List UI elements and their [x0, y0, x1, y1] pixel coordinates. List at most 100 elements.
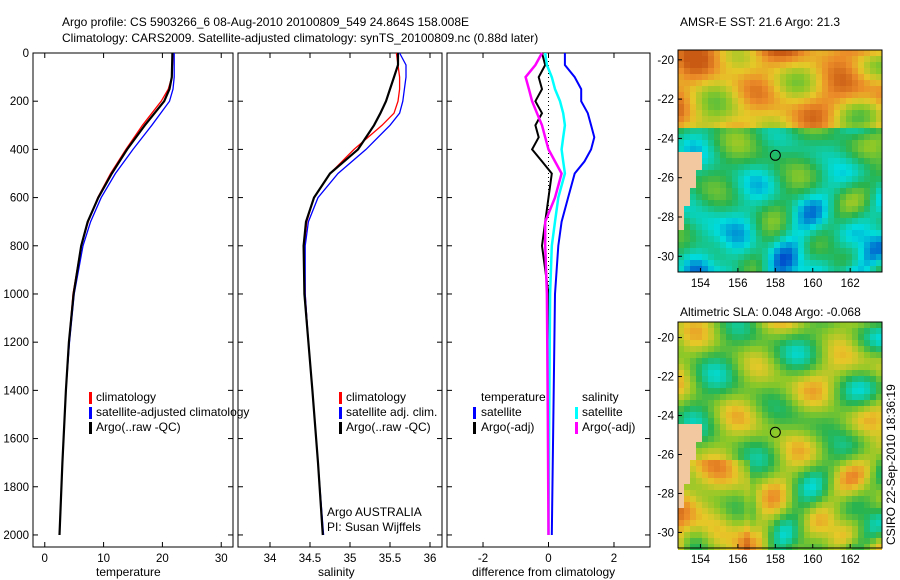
map-cell	[708, 430, 714, 436]
map-cell	[822, 334, 828, 340]
map-cell	[840, 418, 846, 424]
map-cell	[870, 92, 876, 98]
map-cell	[786, 62, 792, 68]
map-cell	[816, 98, 822, 104]
map-cell	[834, 266, 840, 272]
map-cell	[792, 514, 798, 520]
map-cell	[840, 134, 846, 140]
map-cell	[852, 508, 858, 514]
map-cell	[840, 152, 846, 158]
map-cell	[762, 242, 768, 248]
map-cell	[744, 242, 750, 248]
map-cell	[750, 388, 756, 394]
map-cell	[870, 526, 876, 532]
map-cell	[714, 200, 720, 206]
map-cell	[870, 382, 876, 388]
map-cell	[786, 514, 792, 520]
map-cell	[714, 68, 720, 74]
map-cell	[690, 98, 696, 104]
map-cell	[696, 86, 702, 92]
map-cell	[768, 218, 774, 224]
map-cell	[720, 508, 726, 514]
map-cell	[792, 442, 798, 448]
map-cell	[792, 116, 798, 122]
map-cell	[690, 460, 696, 466]
map-cell	[756, 116, 762, 122]
map-cell	[738, 376, 744, 382]
map-cell	[858, 182, 864, 188]
map-cell	[696, 134, 702, 140]
map-cell	[816, 164, 822, 170]
map-cell	[798, 206, 804, 212]
map-cell	[828, 394, 834, 400]
map-cell	[876, 170, 882, 176]
map-cell	[708, 68, 714, 74]
map-cell	[828, 158, 834, 164]
map-cell	[750, 146, 756, 152]
map-cell	[822, 98, 828, 104]
map-cell	[858, 158, 864, 164]
map-cell	[846, 538, 852, 544]
map-cell	[786, 110, 792, 116]
map-cell	[774, 412, 780, 418]
map-cell	[810, 322, 816, 328]
map-cell	[816, 254, 822, 260]
map-cell	[696, 98, 702, 104]
map-cell	[840, 224, 846, 230]
map-cell	[840, 68, 846, 74]
map-cell	[822, 346, 828, 352]
map-cell	[696, 412, 702, 418]
map-cell	[792, 388, 798, 394]
map-cell	[798, 496, 804, 502]
map-cell	[756, 394, 762, 400]
x-tick-label: 162	[841, 278, 860, 290]
map-cell	[792, 158, 798, 164]
map-cell	[684, 424, 690, 430]
map-cell	[774, 110, 780, 116]
map-cell	[870, 242, 876, 248]
map-cell	[876, 340, 882, 346]
map-cell	[702, 466, 708, 472]
map-cell	[804, 376, 810, 382]
map-cell	[750, 418, 756, 424]
map-cell	[726, 400, 732, 406]
map-cell	[828, 116, 834, 122]
map-cell	[684, 68, 690, 74]
map-cell	[690, 152, 696, 158]
map-cell	[864, 146, 870, 152]
map-cell	[684, 50, 690, 56]
map-cell	[762, 364, 768, 370]
map-cell	[714, 502, 720, 508]
map-cell	[804, 394, 810, 400]
map-cell	[690, 370, 696, 376]
map-cell	[684, 430, 690, 436]
sst-map-field	[678, 50, 882, 272]
map-cell	[696, 538, 702, 544]
map-cell	[684, 170, 690, 176]
map-cell	[732, 74, 738, 80]
map-cell	[846, 242, 852, 248]
map-cell	[828, 188, 834, 194]
map-cell	[876, 104, 882, 110]
map-cell	[786, 394, 792, 400]
map-cell	[810, 538, 816, 544]
map-cell	[732, 86, 738, 92]
map-cell	[690, 50, 696, 56]
map-cell	[858, 472, 864, 478]
map-cell	[702, 400, 708, 406]
map-cell	[690, 194, 696, 200]
map-cell	[864, 412, 870, 418]
map-cell	[786, 322, 792, 328]
map-cell	[750, 430, 756, 436]
map-cell	[804, 532, 810, 538]
map-cell	[750, 200, 756, 206]
map-cell	[774, 454, 780, 460]
map-cell	[780, 74, 786, 80]
map-cell	[846, 146, 852, 152]
map-cell	[822, 92, 828, 98]
map-cell	[684, 230, 690, 236]
map-cell	[876, 140, 882, 146]
map-cell	[762, 62, 768, 68]
map-cell	[828, 56, 834, 62]
map-cell	[738, 188, 744, 194]
